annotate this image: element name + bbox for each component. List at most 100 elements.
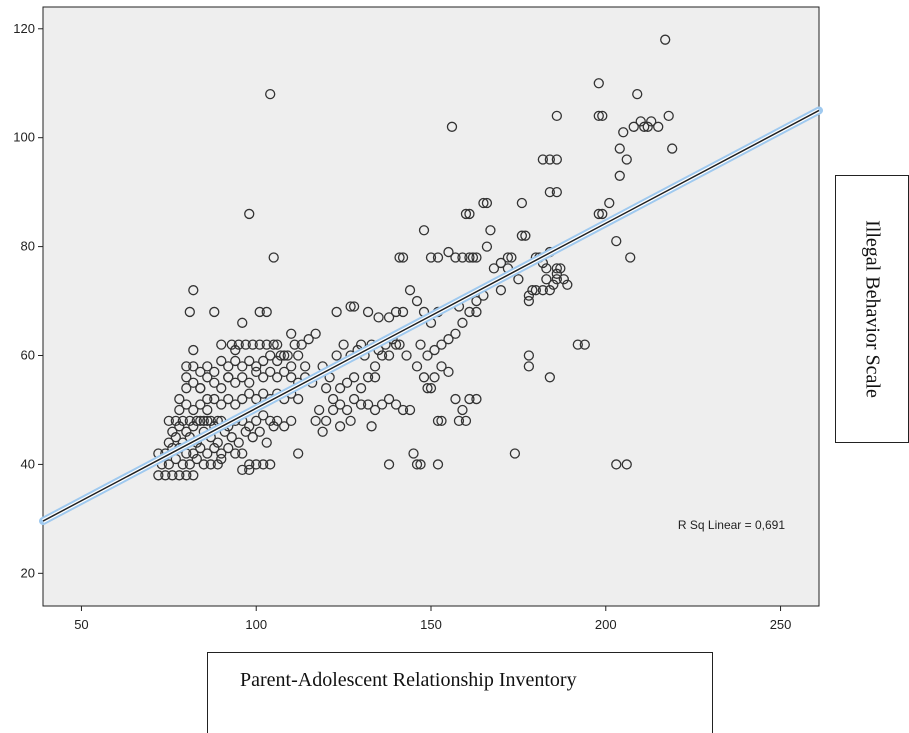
data-point xyxy=(289,339,300,350)
data-point xyxy=(286,415,297,427)
data-point xyxy=(198,459,209,470)
data-point xyxy=(272,372,283,383)
data-point xyxy=(254,306,265,318)
data-point xyxy=(383,350,395,361)
data-point xyxy=(268,339,279,350)
data-point xyxy=(237,464,248,476)
data-point xyxy=(279,366,290,377)
data-point xyxy=(341,377,353,388)
y-tick-label: 40 xyxy=(21,456,35,471)
data-point xyxy=(345,415,356,427)
r-squared-annotation: R Sq Linear = 0,691 xyxy=(678,518,785,532)
data-point xyxy=(373,312,384,323)
data-point xyxy=(174,421,185,432)
data-point xyxy=(160,470,171,481)
data-point xyxy=(237,372,248,383)
data-point xyxy=(230,377,241,388)
data-point xyxy=(502,252,514,263)
data-point xyxy=(506,252,517,263)
data-point xyxy=(279,350,290,361)
data-point xyxy=(348,372,360,383)
data-point xyxy=(272,339,283,350)
data-point xyxy=(244,459,255,470)
data-point xyxy=(313,404,325,416)
data-point xyxy=(544,372,555,383)
data-point xyxy=(223,393,234,405)
data-point xyxy=(523,361,535,372)
data-point xyxy=(177,459,188,470)
data-point xyxy=(432,415,444,427)
data-point xyxy=(251,415,262,427)
data-point xyxy=(265,350,276,361)
data-point xyxy=(334,399,346,410)
data-point xyxy=(548,279,559,290)
data-point xyxy=(286,361,297,372)
data-point xyxy=(212,437,223,448)
data-point xyxy=(453,415,465,427)
data-point xyxy=(286,372,297,383)
data-point xyxy=(237,317,248,328)
data-point xyxy=(181,470,192,481)
data-point xyxy=(275,350,286,361)
data-point xyxy=(404,404,416,416)
data-point xyxy=(184,306,195,318)
data-point xyxy=(464,208,475,220)
data-point xyxy=(376,350,388,361)
data-point xyxy=(625,252,636,263)
data-point xyxy=(429,372,440,383)
data-point xyxy=(258,372,269,383)
data-point xyxy=(376,399,388,410)
data-point xyxy=(481,241,493,252)
data-point xyxy=(216,339,227,350)
data-point xyxy=(541,263,552,274)
data-point xyxy=(446,121,458,132)
data-point xyxy=(663,110,674,122)
x-tick-label: 50 xyxy=(74,617,88,632)
data-point xyxy=(523,350,535,361)
data-point xyxy=(223,442,234,454)
data-point xyxy=(188,421,199,432)
data-point xyxy=(327,393,339,405)
data-point xyxy=(614,170,625,181)
data-point xyxy=(202,393,213,405)
data-point xyxy=(272,355,283,367)
data-point xyxy=(551,263,562,274)
data-point xyxy=(237,448,248,459)
data-point xyxy=(209,393,220,405)
data-point xyxy=(345,301,356,312)
data-point xyxy=(530,285,542,296)
data-point xyxy=(226,339,237,350)
data-point xyxy=(254,339,265,350)
regression-line xyxy=(42,109,820,522)
data-point xyxy=(422,350,433,361)
data-point xyxy=(604,197,615,209)
data-point xyxy=(233,437,244,448)
data-point xyxy=(202,448,213,459)
data-point xyxy=(258,388,269,399)
data-point xyxy=(450,393,461,405)
data-point xyxy=(265,459,276,470)
data-point xyxy=(572,339,583,350)
data-point xyxy=(464,252,475,263)
data-point xyxy=(244,421,255,432)
data-point xyxy=(181,399,192,410)
data-point xyxy=(265,366,276,377)
data-point xyxy=(293,350,304,361)
data-point xyxy=(348,393,360,405)
data-point xyxy=(212,459,223,470)
data-point xyxy=(464,393,475,405)
data-point xyxy=(303,334,314,345)
data-point xyxy=(432,252,444,263)
data-point xyxy=(181,426,192,437)
data-point xyxy=(188,448,199,459)
plot-area xyxy=(42,6,820,607)
data-point xyxy=(202,404,213,416)
data-point xyxy=(216,399,227,410)
data-point xyxy=(293,448,304,459)
data-point xyxy=(216,355,227,367)
data-point xyxy=(195,383,206,394)
data-point xyxy=(397,404,409,416)
x-tick-label: 100 xyxy=(245,617,267,632)
x-axis-label-box: Parent-Adolescent Relationship Inventory xyxy=(207,652,713,733)
data-point xyxy=(457,252,468,263)
